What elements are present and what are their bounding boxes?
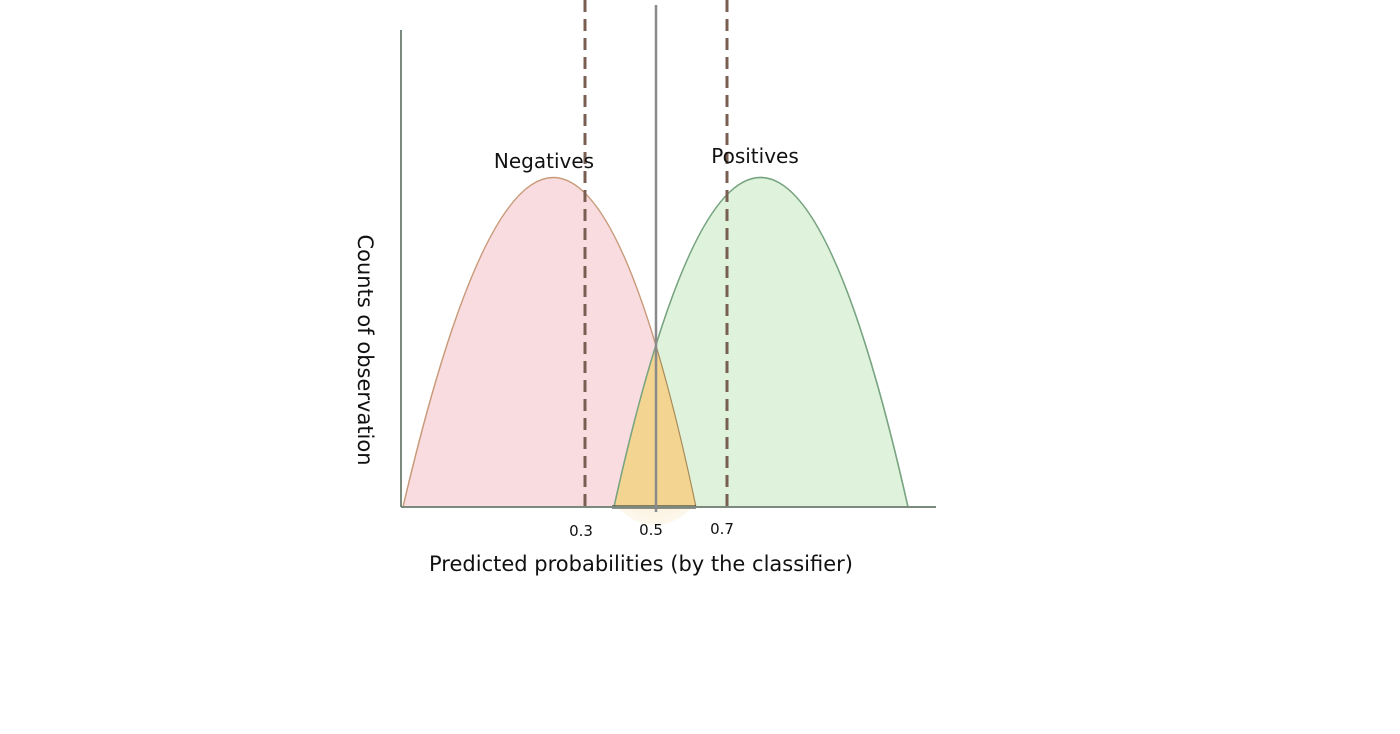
y-axis-label: Counts of observation xyxy=(353,234,377,465)
threshold-label-0-7: 0.7 xyxy=(710,520,734,538)
threshold-label-0-3: 0.3 xyxy=(569,522,593,540)
positives-label: Positives xyxy=(711,144,799,168)
threshold-label-0-5: 0.5 xyxy=(639,521,663,539)
x-axis-label: Predicted probabilities (by the classifi… xyxy=(429,552,853,576)
negatives-label: Negatives xyxy=(494,149,594,173)
